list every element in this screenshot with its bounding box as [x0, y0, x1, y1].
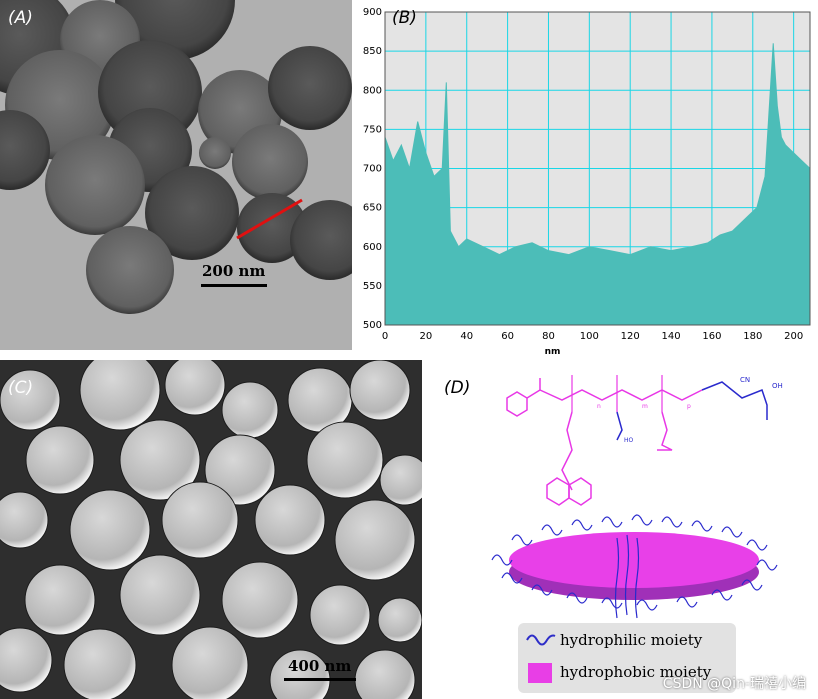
sem-micrograph — [0, 360, 422, 699]
measurement-line — [236, 198, 303, 240]
legend-hydrophobic-label: hydrophobic moiety — [560, 663, 712, 681]
y-tick-label: 900 — [363, 7, 382, 18]
y-tick-label: 650 — [363, 203, 382, 214]
x-tick-label: 120 — [621, 331, 640, 342]
x-tick-label: 80 — [542, 331, 555, 342]
panel-b-label: (B) — [392, 8, 417, 28]
x-tick-label: 160 — [702, 331, 721, 342]
series-area — [384, 43, 811, 326]
scalebar-a-label: 200 nm — [202, 262, 266, 280]
legend: hydrophilic moiety hydrophobic moiety — [518, 623, 736, 693]
panel-a-tem-image: (A) 200 nm — [0, 0, 352, 350]
scalebar-a — [201, 284, 267, 287]
panel-c-sem-image: (C) 400 nm — [0, 360, 422, 699]
panel-d-label: (D) — [444, 378, 471, 398]
plot-frame — [384, 11, 811, 326]
profile-chart: 0 20 40 60 80 100 120 140 160 180 200 500 550 600 650 7… — [363, 7, 811, 357]
x-tick-label: 20 — [419, 331, 432, 342]
y-tick-label: 700 — [363, 164, 382, 175]
hydrophilic-swatch — [526, 634, 556, 646]
x-tick-label: 60 — [501, 331, 514, 342]
svg-text:HO: HO — [624, 437, 634, 444]
polymer-structure: CN HO OH n m p — [491, 375, 783, 619]
x-tick-label: 0 — [382, 331, 388, 342]
x-axis-label: nm — [545, 347, 561, 357]
panel-c-label: (C) — [8, 378, 34, 398]
svg-text:CN: CN — [740, 376, 750, 384]
x-tick-label: 40 — [460, 331, 473, 342]
panel-b-chart: 0 20 40 60 80 100 120 140 160 180 200 500 550 600 650 7… — [352, 0, 818, 360]
svg-text:OH: OH — [772, 382, 783, 390]
scalebar-c-label: 400 nm — [288, 657, 352, 675]
tem-micrograph — [0, 0, 352, 350]
hydrophobic-swatch — [528, 663, 552, 683]
scalebar-c — [284, 678, 356, 681]
y-tick-label: 750 — [363, 124, 382, 135]
y-tick-label: 550 — [363, 281, 382, 292]
x-tick-label: 180 — [743, 331, 762, 342]
x-tick-label: 200 — [784, 331, 803, 342]
y-tick-label: 500 — [363, 320, 382, 331]
svg-text:m: m — [642, 403, 648, 410]
y-tick-label: 600 — [363, 242, 382, 253]
svg-text:n: n — [597, 403, 601, 410]
legend-hydrophilic-label: hydrophilic moiety — [560, 631, 703, 649]
panel-a-label: (A) — [8, 8, 33, 28]
y-tick-label: 800 — [363, 85, 382, 96]
x-tick-label: 140 — [662, 331, 681, 342]
y-tick-label: 850 — [363, 46, 382, 57]
svg-text:p: p — [687, 403, 691, 410]
x-tick-label: 100 — [580, 331, 599, 342]
watermark: CSDN @Qin-瑞禧小编 — [662, 676, 806, 692]
